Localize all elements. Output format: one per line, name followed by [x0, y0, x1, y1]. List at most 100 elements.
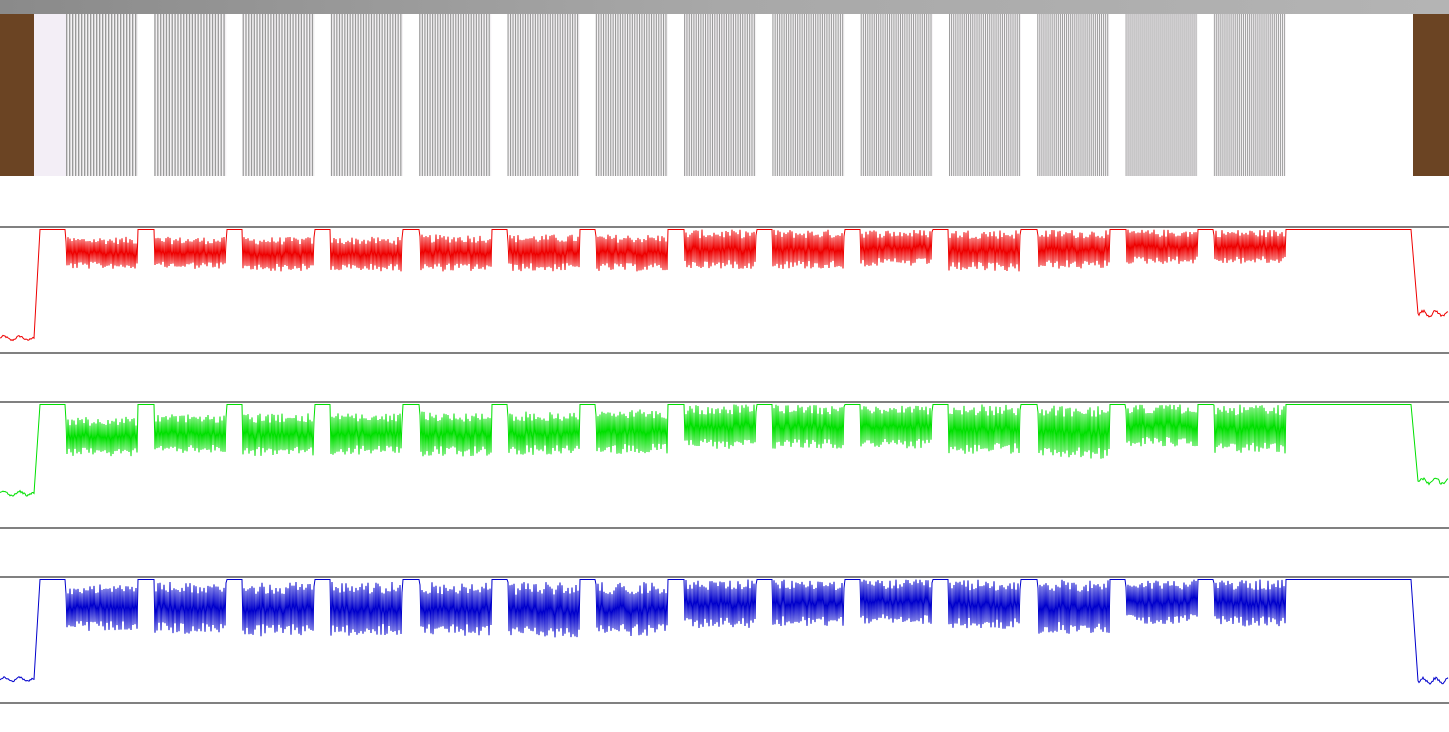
strip-line — [1086, 14, 1088, 176]
strip-line — [1185, 14, 1187, 176]
strip-line — [253, 14, 255, 176]
strip-line — [426, 14, 429, 176]
strip-line — [421, 14, 423, 176]
strip-line — [985, 14, 986, 176]
strip-line — [1246, 14, 1248, 176]
strip-group-bg — [330, 14, 403, 176]
strip-line — [1231, 14, 1233, 176]
strip-line — [557, 14, 559, 176]
strip-line — [1193, 14, 1195, 176]
channel-plots — [0, 226, 1449, 704]
strip-line — [819, 14, 821, 176]
strip-line — [631, 14, 633, 176]
strip-line — [646, 14, 648, 176]
strip-line — [688, 14, 690, 176]
strip-line — [686, 14, 688, 176]
strip-line — [209, 14, 211, 176]
strip-line — [275, 14, 278, 176]
strip-line — [554, 14, 556, 176]
strip-line — [306, 14, 308, 176]
strip-line — [1219, 14, 1221, 176]
strip-line — [344, 14, 346, 176]
strip-line — [728, 14, 730, 176]
strip-line — [542, 14, 544, 176]
strip-line — [168, 14, 170, 176]
strip-line — [460, 14, 462, 176]
strip-line — [154, 14, 156, 176]
strip-line — [211, 14, 214, 176]
strip-line — [974, 14, 976, 176]
strip-line — [655, 14, 657, 176]
strip-line — [1237, 14, 1239, 176]
strip-line — [735, 14, 737, 176]
strip-line — [529, 14, 531, 176]
strip-line — [1191, 14, 1193, 176]
strip-line — [217, 14, 219, 176]
strip-line — [117, 14, 119, 176]
strip-line — [1239, 14, 1241, 176]
strip-line — [961, 14, 963, 176]
strip-line — [1001, 14, 1003, 176]
strip-line — [564, 14, 566, 176]
strip-line — [889, 14, 891, 176]
strip-line — [194, 14, 196, 176]
strip-line — [730, 14, 732, 176]
strip-line — [783, 14, 785, 176]
strip-line — [1080, 14, 1082, 176]
strip-line — [1245, 14, 1246, 176]
strip-line — [394, 14, 397, 176]
strip-line — [1043, 14, 1045, 176]
strip-line-group — [330, 14, 403, 176]
strip-line — [624, 14, 626, 176]
green-channel-line — [0, 404, 1449, 497]
strip-line — [721, 14, 723, 176]
strip-line — [753, 14, 755, 176]
strip-line — [468, 14, 470, 176]
strip-line — [636, 14, 638, 176]
strip-line — [828, 14, 830, 176]
strip-line — [517, 14, 519, 176]
strip-line — [700, 14, 702, 176]
strip-line — [486, 14, 488, 176]
strip-line — [871, 14, 873, 176]
strip-line — [797, 14, 799, 176]
strip-line — [963, 14, 965, 176]
strip-line — [1103, 14, 1105, 176]
strip-line — [658, 14, 660, 176]
strip-line — [1129, 14, 1131, 176]
strip-line — [200, 14, 202, 176]
strip-line — [292, 14, 294, 176]
strip-line — [552, 14, 554, 176]
strip-line — [267, 14, 269, 176]
strip-line — [126, 14, 128, 176]
strip-line — [1264, 14, 1266, 176]
strip-line — [1161, 14, 1163, 176]
strip-line — [447, 14, 449, 176]
strip-line — [891, 14, 893, 176]
strip-line — [865, 14, 867, 176]
strip-line — [739, 14, 741, 176]
strip-line — [1012, 14, 1014, 176]
strip-line — [830, 14, 832, 176]
strip-line — [90, 14, 92, 176]
strip-line — [749, 14, 751, 176]
strip-line — [1155, 14, 1157, 176]
strip-line — [837, 14, 839, 176]
strip-line — [1137, 14, 1139, 176]
strip-line — [1177, 14, 1179, 176]
strip-line — [744, 14, 746, 176]
strip-line — [1008, 14, 1010, 176]
strip-line — [923, 14, 925, 176]
strip-line — [432, 14, 434, 176]
strip-line — [639, 14, 641, 176]
strip-line — [955, 14, 957, 176]
strip-line — [875, 14, 877, 176]
strip-line — [1187, 14, 1189, 176]
strip-line — [1057, 14, 1059, 176]
strip-line — [424, 14, 426, 176]
strip-line — [695, 14, 697, 176]
strip-line — [341, 14, 343, 176]
strip-line — [774, 14, 776, 176]
strip-line — [264, 14, 266, 176]
strip-line — [1153, 14, 1155, 176]
